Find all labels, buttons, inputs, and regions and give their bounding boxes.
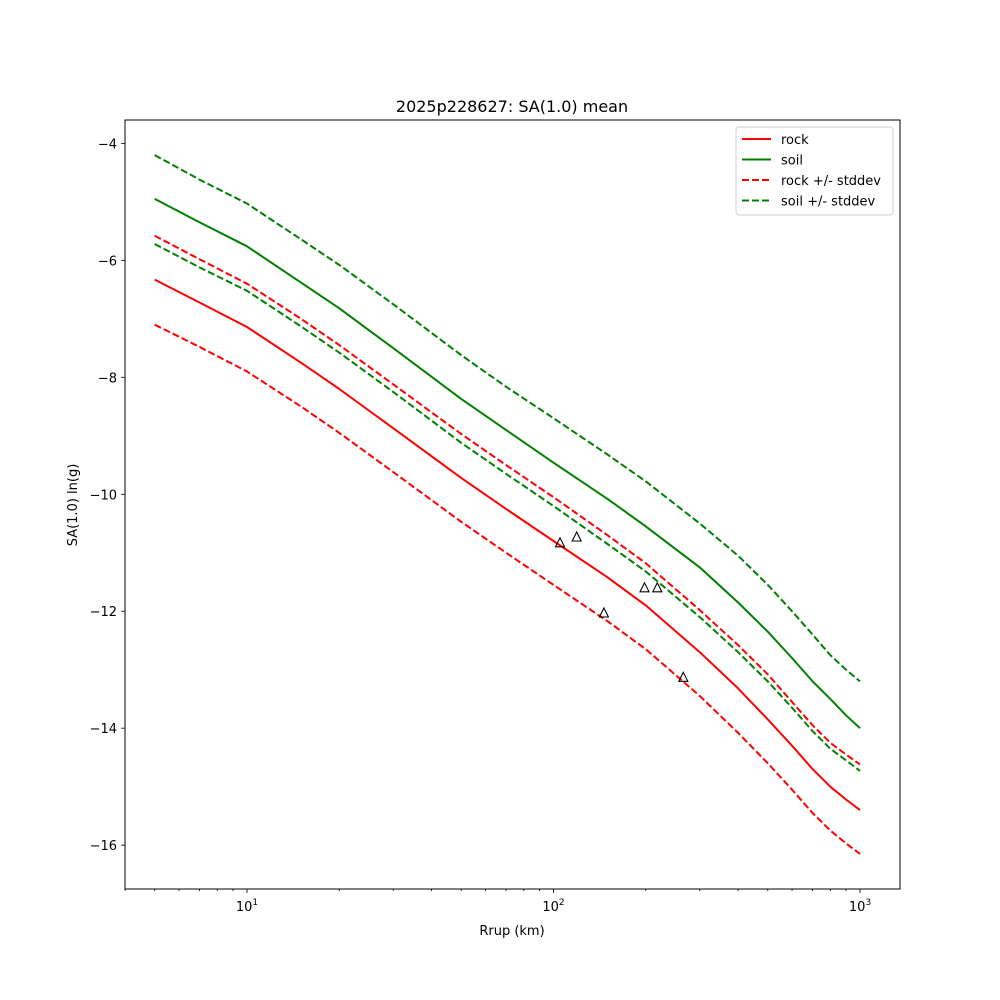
y-tick-label: −8 <box>98 371 117 386</box>
series-line-rock-5 <box>154 278 861 811</box>
x-tick-label: 101 <box>236 898 258 915</box>
legend-box <box>735 126 894 216</box>
observation-marker <box>554 536 566 548</box>
series-line-rock-stddev-6 <box>154 323 861 855</box>
x-tick-label: 102 <box>542 898 564 915</box>
y-tick-label: −14 <box>90 722 117 737</box>
observation-markers <box>554 530 689 682</box>
observation-marker <box>598 606 610 618</box>
plot-frame <box>124 119 901 890</box>
legend: rock soil rock +/- stddev soil +/- stddev <box>735 126 894 216</box>
x-axis: 101 102 103 <box>124 889 871 915</box>
observation-marker <box>571 530 583 542</box>
x-axis-label: Rrup (km) <box>479 924 544 939</box>
y-axis-label: SA(1.0) ln(g) <box>66 464 81 547</box>
series-layer <box>154 154 861 855</box>
legend-label: rock +/- stddev <box>781 174 881 189</box>
x-tick-label: 103 <box>849 898 871 915</box>
legend-label: soil +/- stddev <box>781 195 876 210</box>
legend-label: soil <box>781 154 803 169</box>
series-line-soil-2 <box>154 198 861 729</box>
y-tick-label: −10 <box>90 488 117 503</box>
observation-marker <box>677 671 689 682</box>
y-axis: −4 −6 −8 −10 −12 −14 −16 <box>90 137 125 854</box>
observation-marker <box>651 581 663 593</box>
chart-title: 2025p228627: SA(1.0) mean <box>396 97 628 116</box>
y-tick-label: −12 <box>90 605 117 620</box>
series-line-rock-stddev-3 <box>154 234 861 766</box>
legend-label: rock <box>781 133 809 148</box>
observation-marker <box>639 581 650 593</box>
y-tick-label: −6 <box>98 254 117 269</box>
y-tick-label: −16 <box>90 839 117 854</box>
series-line-soil-stddev-4 <box>154 243 861 772</box>
y-tick-label: −4 <box>98 137 117 152</box>
series-line-soil-stddev-1 <box>154 154 861 683</box>
